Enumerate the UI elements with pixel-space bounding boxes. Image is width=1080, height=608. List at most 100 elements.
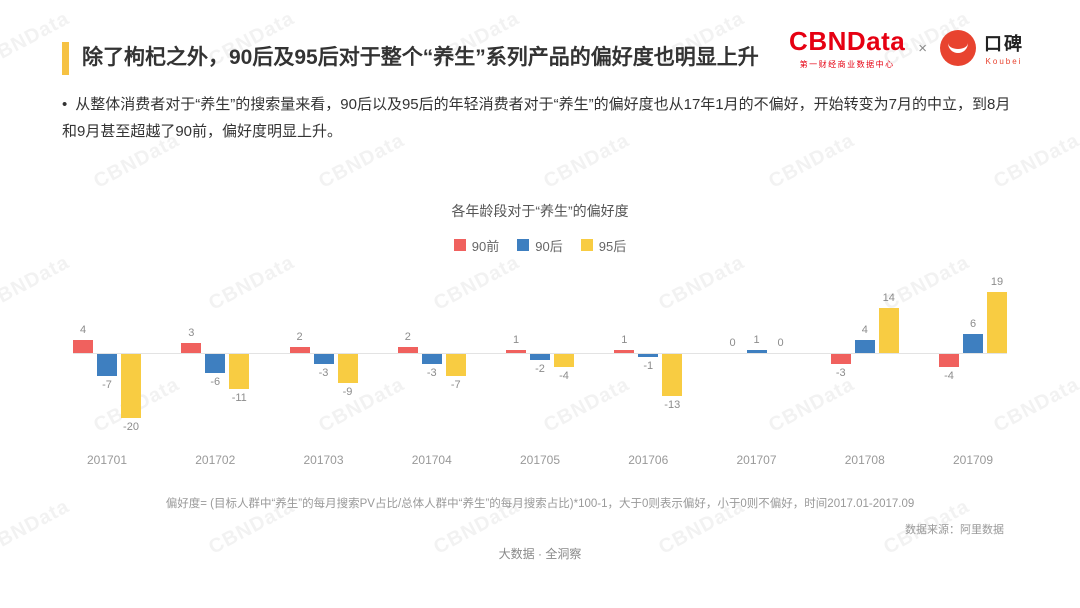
bar <box>229 353 250 389</box>
bar-value-label: -13 <box>664 398 681 411</box>
bar-plot: 2 -3 -9 <box>289 273 358 451</box>
bar-group: 1 -1 -13 201706 <box>614 273 683 467</box>
bar-value-label: 4 <box>861 323 868 336</box>
bar <box>73 339 93 353</box>
legend-swatch <box>453 239 466 252</box>
koubei-logo: 口碑 Koubei <box>940 30 1024 66</box>
bar <box>854 339 875 353</box>
bar-plot: 2 -3 -7 <box>397 273 466 451</box>
bar-value-label: 0 <box>777 336 784 349</box>
bar-plot: 3 -6 -11 <box>181 273 250 451</box>
bar <box>337 353 358 383</box>
logo-separator: × <box>918 39 927 57</box>
chart-legend: 90前 90后 95后 <box>0 236 1080 255</box>
bar-group: -4 6 19 201709 <box>939 273 1007 467</box>
title-accent-bar <box>62 42 69 75</box>
legend-label: 95后 <box>598 238 627 254</box>
category-label: 201705 <box>519 452 561 467</box>
bar <box>554 353 574 367</box>
category-label: 201701 <box>86 452 128 467</box>
category-label: 201708 <box>844 452 885 467</box>
page-title: 除了枸杞之外，90后及95后对于整个“养生”系列产品的偏好度也明显上升 <box>82 46 759 69</box>
bar-plot: 4 -7 -20 <box>73 273 141 451</box>
bar <box>181 342 202 353</box>
bar-value-label: 1 <box>512 333 520 346</box>
bar-plot: 1 -2 -4 <box>506 273 574 451</box>
bar <box>506 349 526 353</box>
legend-label: 90前 <box>471 238 500 254</box>
koubei-logo-subtitle: Koubei <box>985 57 1023 66</box>
bar <box>205 353 226 373</box>
category-label: 201709 <box>952 452 994 467</box>
bar-group: 2 -3 -9 201703 <box>289 273 358 467</box>
bar-value-label: -1 <box>643 359 654 372</box>
bar-value-label: -20 <box>123 420 139 433</box>
header: 除了枸杞之外，90后及95后对于整个“养生”系列产品的偏好度也明显上升 CBND… <box>0 0 1080 75</box>
bar <box>987 291 1007 353</box>
bullet-marker: • <box>62 95 68 113</box>
smile-shape <box>948 39 968 53</box>
bar <box>830 353 851 364</box>
category-label: 201706 <box>628 452 669 467</box>
bar-value-label: 2 <box>404 330 411 343</box>
bar <box>289 346 310 353</box>
legend-item: 90前 <box>453 236 500 255</box>
category-label: 201707 <box>736 452 777 467</box>
slide-content: 除了枸杞之外，90后及95后对于整个“养生”系列产品的偏好度也明显上升 CBND… <box>0 0 1080 561</box>
bar <box>97 353 117 376</box>
legend-swatch <box>580 239 593 252</box>
bar-group: 4 -7 -20 201701 <box>73 273 141 467</box>
bar-group: 0 1 0 201707 <box>723 273 791 467</box>
chart-title: 各年龄段对于“养生”的偏好度 <box>451 202 629 219</box>
bar <box>638 353 659 357</box>
bullet-paragraph: • 从整体消费者对于“养生”的搜索量来看，90后以及95后的年轻消费者对于“养生”… <box>62 91 1020 145</box>
bar <box>445 353 466 376</box>
category-label: 201702 <box>195 452 236 467</box>
legend-swatch <box>517 239 530 252</box>
bar-group: 3 -6 -11 201702 <box>181 273 250 467</box>
bar <box>421 353 442 364</box>
bar-group: 2 -3 -7 201704 <box>397 273 466 467</box>
cbndata-logo-subtitle: 第一财经商业数据中心 <box>799 60 895 69</box>
bar-value-label: -2 <box>535 362 545 375</box>
bar-group: -3 4 14 201708 <box>830 273 899 467</box>
bar-value-label: -4 <box>944 369 954 382</box>
cbndata-logo: CBNData 第一财经商业数据中心 <box>789 26 905 70</box>
bar-value-label: 1 <box>621 333 628 346</box>
bar-value-label: -3 <box>426 366 437 379</box>
bar <box>121 353 141 418</box>
bar-value-label: 1 <box>753 333 760 346</box>
legend-item: 95后 <box>580 236 627 255</box>
bar-value-label: 4 <box>79 323 87 336</box>
bar-value-label: -6 <box>210 375 221 388</box>
bar <box>397 346 418 353</box>
bar-value-label: -3 <box>318 366 329 379</box>
bar-value-label: -4 <box>559 369 569 382</box>
bar <box>530 353 550 360</box>
bar <box>313 353 334 364</box>
bar-plot: -4 6 19 <box>939 273 1007 451</box>
bar-plot: 1 -1 -13 <box>614 273 683 451</box>
bar-chart: 4 -7 -20 201701 3 -6 -11 201702 2 -3 -9 201703 2 -3 -7… <box>73 273 1007 473</box>
category-label: 201703 <box>303 452 344 467</box>
bar-plot: 0 1 0 <box>723 273 791 451</box>
bar <box>939 353 959 367</box>
bar-value-label: -9 <box>342 385 353 398</box>
bar-value-label: -7 <box>450 378 461 391</box>
bar-value-label: 2 <box>296 330 303 343</box>
bar <box>878 307 899 353</box>
legend-item: 90后 <box>517 236 563 255</box>
bar-value-label: -11 <box>231 391 247 404</box>
bar-groups: 4 -7 -20 201701 3 -6 -11 201702 2 -3 -9 201703 2 -3 -7… <box>73 273 1007 467</box>
bar-group: 1 -2 -4 201705 <box>506 273 574 467</box>
category-label: 201704 <box>411 452 452 467</box>
chart-footnote: 偏好度= (目标人群中“养生”的每月搜索PV占比/总体人群中“养生”的每月搜索占… <box>165 497 915 510</box>
bar-value-label: 14 <box>882 291 895 304</box>
bar-value-label: 6 <box>969 317 977 330</box>
zero-axis-line <box>73 352 1007 354</box>
bar <box>614 349 635 353</box>
bar-value-label: 3 <box>188 326 195 339</box>
chart-section: 各年龄段对于“养生”的偏好度 90前 90后 95后 4 -7 -20 201701 3 -6… <box>0 201 1080 537</box>
cbndata-logo-text: CBNData <box>789 26 906 56</box>
koubei-smile-icon <box>940 30 976 66</box>
